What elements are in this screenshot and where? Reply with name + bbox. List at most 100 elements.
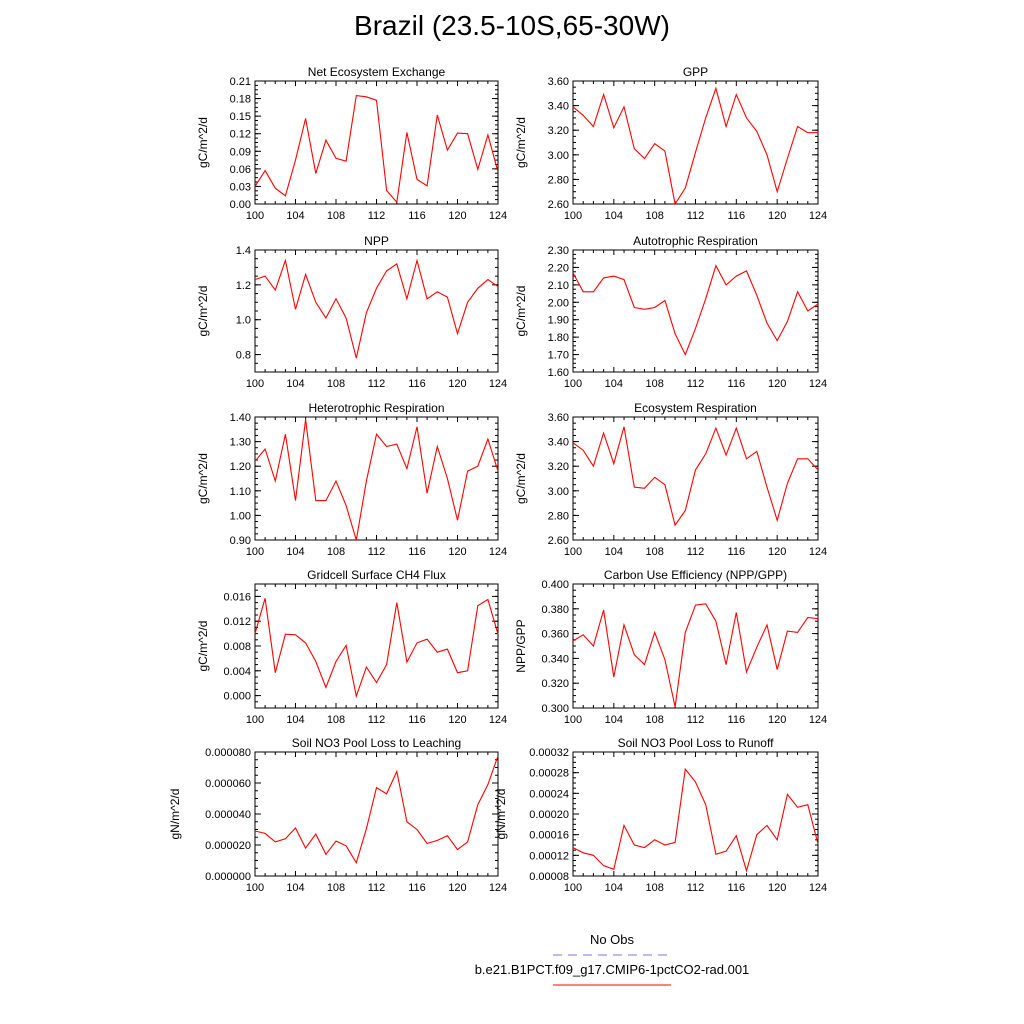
panel-5-xtick-label: 124 [809,546,827,558]
panel-0-ylabel: gC/m^2/d [196,117,210,168]
panel-9-frame [572,751,819,877]
panel-3-ytick-label: 2.30 [548,245,569,257]
panel-9-xtick-label: 104 [605,882,623,894]
panel-0-xtick-label: 108 [327,210,345,222]
panel-4-xtick-label: 104 [286,546,304,558]
panel-3-ytick-label: 2.10 [548,280,569,292]
panel-6-xtick-label: 104 [286,714,304,726]
panel-7-xtick-label: 124 [809,714,827,726]
panel-9-ytick-label: 0.00016 [529,830,569,842]
panel-2-xtick-label: 124 [489,378,507,390]
panel-6-ytick-label: 0.000 [223,691,251,703]
panel-7-title: Carbon Use Efficiency (NPP/GPP) [604,568,787,582]
panel-0-ytick-label: 0.06 [230,164,251,176]
panel-8-xtick-label: 124 [489,882,507,894]
panel-2-xtick-label: 108 [327,378,345,390]
panel-9-ytick-label: 0.00024 [529,788,569,800]
panel-1-title: GPP [683,65,708,79]
panel-3-xtick-label: 104 [605,378,623,390]
panel-4-xtick-label: 116 [408,546,426,558]
panel-7-ytick-label: 0.360 [541,629,569,641]
panel-7-ylabel: NPP/GPP [514,619,528,672]
panel-1-ylabel: gC/m^2/d [514,117,528,168]
panel-0-title: Net Ecosystem Exchange [308,65,446,79]
panel-0-xtick-label: 112 [368,210,386,222]
panel-2-xtick-label: 100 [246,378,264,390]
panel-6-xtick-label: 116 [408,714,426,726]
panel-1-xtick-label: 108 [645,210,663,222]
panel-3-series-line [572,264,819,356]
figure-title: Brazil (23.5-10S,65-30W) [354,10,670,41]
panel-7-series-line [572,603,819,707]
panel-8-frame [254,751,499,877]
panel-8-ytick-label: 0.000040 [205,809,251,821]
panel-5-ytick-label: 3.00 [548,486,569,498]
panel-1-ytick-label: 3.40 [548,101,569,113]
panel-9-xtick-label: 124 [809,882,827,894]
panel-0-series-line [254,94,499,204]
panel-6-xtick-label: 120 [448,714,466,726]
panel-0-ytick-label: 0.00 [230,199,251,211]
panel-4-ytick-label: 1.00 [230,510,251,522]
panel-7-xtick-label: 108 [645,714,663,726]
panel-4-ytick-label: 1.30 [230,437,251,449]
panel-2-ytick-label: 0.8 [236,350,251,362]
panel-6-xtick-label: 112 [368,714,386,726]
panel-6-ytick-label: 0.004 [223,666,251,678]
panel-0-ytick-label: 0.21 [230,76,251,88]
legend-label-no-obs: No Obs [589,932,635,947]
panel-4-ylabel: gC/m^2/d [196,453,210,504]
panel-6-title: Gridcell Surface CH4 Flux [307,568,446,582]
panel-5-xtick-label: 112 [687,546,705,558]
panel-1-ytick-label: 2.60 [548,199,569,211]
panel-9-xtick-label: 108 [645,882,663,894]
panel-7-ytick-label: 0.300 [541,703,569,715]
panel-8-xtick-label: 104 [286,882,304,894]
panel-4-title: Heterotrophic Respiration [308,401,444,415]
panel-3-xtick-label: 116 [728,378,746,390]
panel-4-ytick-label: 1.20 [230,461,251,473]
panel-3-ytick-label: 1.80 [548,332,569,344]
panel-5-xtick-label: 100 [564,546,582,558]
panel-8-xtick-label: 108 [327,882,345,894]
panel-9-series-line [572,767,819,873]
panel-7-xtick-label: 112 [687,714,705,726]
panel-9-xtick-label: 116 [728,882,746,894]
panel-9-ytick-label: 0.00012 [529,850,569,862]
panel-5-ytick-label: 3.60 [548,412,569,424]
panel-1-xtick-label: 112 [687,210,705,222]
panel-5-ytick-label: 3.20 [548,461,569,473]
panel-1-xtick-label: 104 [605,210,623,222]
panel-2-xtick-label: 116 [408,378,426,390]
panel-3-xtick-label: 108 [645,378,663,390]
panel-4-xtick-label: 112 [368,546,386,558]
panel-8-ylabel: gN/m^2/d [168,789,182,840]
panel-0-frame [254,80,499,205]
panel-7-ytick-label: 0.380 [541,604,569,616]
panel-9-xtick-label: 112 [687,882,705,894]
panel-1-xtick-label: 120 [768,210,786,222]
panel-8-xtick-label: 120 [448,882,466,894]
panel-0-xtick-label: 124 [489,210,507,222]
panel-3-frame [572,249,819,373]
panel-5-xtick-label: 120 [768,546,786,558]
panel-3-ytick-label: 1.60 [548,367,569,379]
panel-0-ytick-label: 0.09 [230,146,251,158]
panel-6-ytick-label: 0.016 [223,591,251,603]
panel-6-series-line [254,598,499,699]
panel-0-xtick-label: 100 [246,210,264,222]
panel-6-xtick-label: 108 [327,714,345,726]
panel-2-title: NPP [364,234,389,248]
panel-9-ytick-label: 0.00028 [529,768,569,780]
panel-1-xtick-label: 116 [728,210,746,222]
panel-3-ytick-label: 2.20 [548,262,569,274]
panel-1-ytick-label: 2.80 [548,174,569,186]
panel-1-ytick-label: 3.00 [548,150,569,162]
panel-2-series-line [254,258,499,359]
panel-8-ytick-label: 0.000000 [205,871,251,883]
panel-8-xtick-label: 100 [246,882,264,894]
panel-3-ylabel: gC/m^2/d [514,286,528,337]
panel-2-xtick-label: 104 [286,378,304,390]
panel-9-title: Soil NO3 Pool Loss to Runoff [618,736,775,750]
